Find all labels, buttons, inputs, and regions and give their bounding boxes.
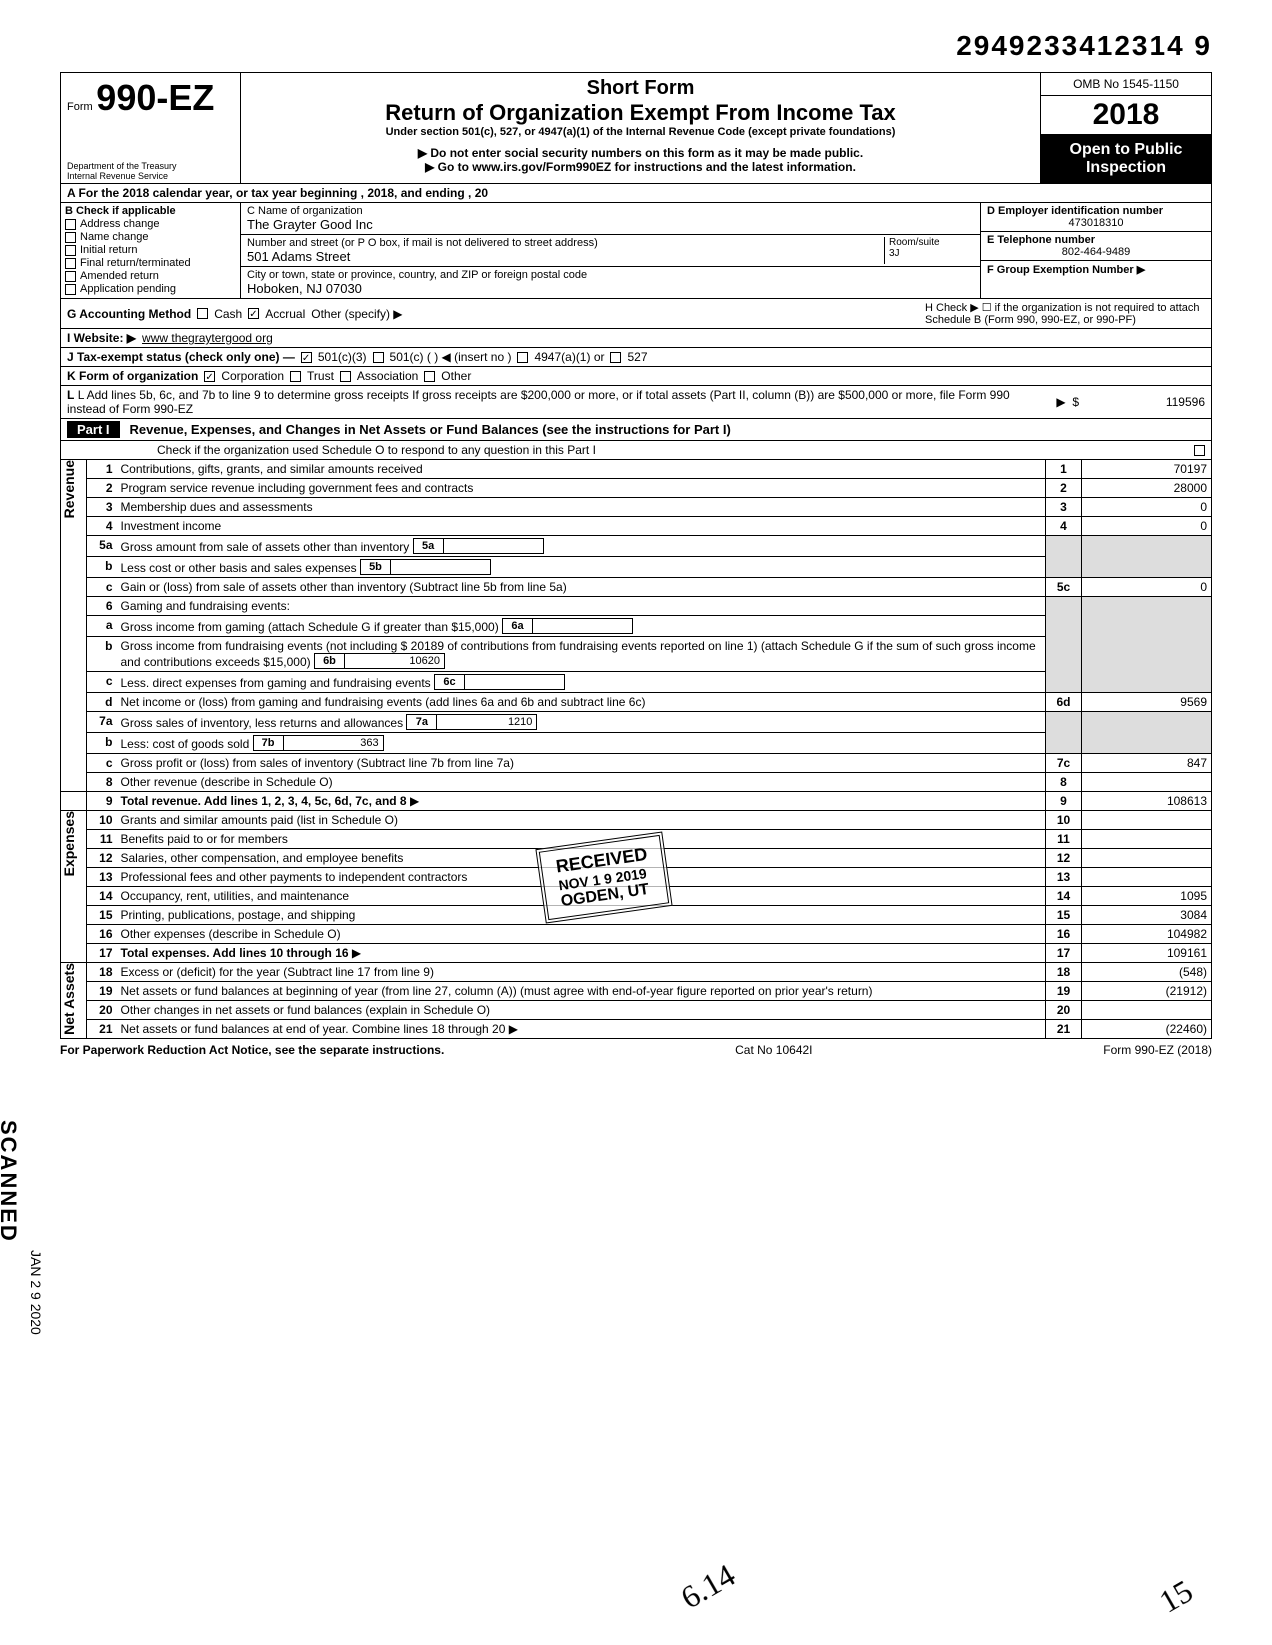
- part1-header: Part I Revenue, Expenses, and Changes in…: [60, 419, 1212, 441]
- d-label: D Employer identification number: [987, 205, 1163, 217]
- form-label: Form: [67, 101, 93, 113]
- h-label: H Check ▶ ☐ if the organization is not r…: [925, 301, 1205, 326]
- b-initial-return[interactable]: Initial return: [65, 244, 236, 256]
- section-bcd: B Check if applicable Address change Nam…: [60, 203, 1212, 299]
- netassets-side-label: Net Assets: [61, 963, 77, 1035]
- b-header: B Check if applicable: [65, 205, 236, 217]
- goto-link: ▶ Go to www.irs.gov/Form990EZ for instru…: [249, 160, 1032, 174]
- row-j-taxexempt: J Tax-exempt status (check only one) — 5…: [60, 348, 1212, 367]
- row-i-website: I Website: ▶ www thegraytergood org: [60, 329, 1212, 348]
- k-trust-checkbox[interactable]: [290, 371, 301, 382]
- row-l-gross: L L Add lines 5b, 6c, and 7b to line 9 t…: [60, 386, 1212, 419]
- handwrite-2: 15: [1153, 1572, 1199, 1620]
- dept-text: Department of the Treasury Internal Reve…: [67, 161, 177, 181]
- l-amount: 119596: [1085, 395, 1205, 409]
- c-label: C Name of organization: [247, 205, 363, 217]
- k-assoc-checkbox[interactable]: [340, 371, 351, 382]
- ssn-warning: ▶ Do not enter social security numbers o…: [249, 146, 1032, 160]
- handwrite-1: 6.14: [675, 1556, 742, 1616]
- doc-number: 2949233412314 9: [60, 30, 1212, 62]
- revenue-side-label: Revenue: [61, 460, 77, 518]
- addr-label: Number and street (or P O box, if mail i…: [247, 237, 598, 249]
- street-address: 501 Adams Street: [247, 249, 350, 264]
- part1-schedule-o-check: Check if the organization used Schedule …: [60, 441, 1212, 460]
- e-label: E Telephone number: [987, 234, 1095, 246]
- form-header: Form 990-EZ Department of the Treasury I…: [60, 72, 1212, 184]
- b-final-return[interactable]: Final return/terminated: [65, 257, 236, 269]
- row-g-accounting: G Accounting Method Cash Accrual Other (…: [60, 299, 1212, 329]
- room-label: Room/suite: [889, 237, 940, 248]
- k-other-checkbox[interactable]: [424, 371, 435, 382]
- under-section: Under section 501(c), 527, or 4947(a)(1)…: [249, 126, 1032, 138]
- b-name-change[interactable]: Name change: [65, 231, 236, 243]
- j-501c-checkbox[interactable]: [373, 352, 384, 363]
- open-public: Open to Public Inspection: [1041, 135, 1211, 183]
- city-label: City or town, state or province, country…: [247, 269, 587, 281]
- main-title: Return of Organization Exempt From Incom…: [249, 100, 1032, 126]
- g-accrual-checkbox[interactable]: [248, 308, 259, 319]
- jan-date-stamp: JAN 2 9 2020: [28, 1250, 44, 1335]
- part1-table: Revenue 1Contributions, gifts, grants, a…: [60, 460, 1212, 1039]
- city-state-zip: Hoboken, NJ 07030: [247, 281, 362, 296]
- b-app-pending[interactable]: Application pending: [65, 283, 236, 295]
- k-corp-checkbox[interactable]: [204, 371, 215, 382]
- j-4947-checkbox[interactable]: [517, 352, 528, 363]
- omb-number: OMB No 1545-1150: [1041, 73, 1211, 96]
- ein-value: 473018310: [987, 217, 1205, 229]
- j-501c3-checkbox[interactable]: [301, 352, 312, 363]
- b-addr-change[interactable]: Address change: [65, 218, 236, 230]
- phone-value: 802-464-9489: [987, 246, 1205, 258]
- j-527-checkbox[interactable]: [610, 352, 621, 363]
- org-name: The Grayter Good Inc: [247, 217, 373, 232]
- expenses-side-label: Expenses: [61, 811, 77, 876]
- short-form-title: Short Form: [249, 77, 1032, 100]
- g-cash-checkbox[interactable]: [197, 308, 208, 319]
- row-k-orgform: K Form of organization Corporation Trust…: [60, 367, 1212, 386]
- page-footer: For Paperwork Reduction Act Notice, see …: [60, 1039, 1212, 1061]
- f-label: F Group Exemption Number ▶: [987, 264, 1145, 276]
- scanned-stamp: SCANNED: [0, 1120, 21, 1243]
- row-a-taxyear: A For the 2018 calendar year, or tax yea…: [60, 184, 1212, 203]
- b-amended[interactable]: Amended return: [65, 270, 236, 282]
- website-value: www thegraytergood org: [142, 331, 273, 345]
- form-number: 990-EZ: [96, 77, 214, 118]
- part1-scho-checkbox[interactable]: [1194, 445, 1205, 456]
- tax-year: 2018: [1041, 96, 1211, 135]
- room-val: 3J: [889, 248, 900, 259]
